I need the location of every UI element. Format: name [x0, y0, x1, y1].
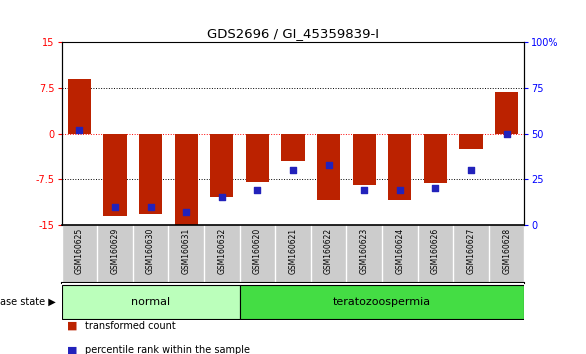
Bar [175, 133, 197, 225]
Text: ■: ■ [67, 346, 78, 354]
Point [395, 187, 404, 193]
Point [110, 204, 120, 209]
Text: GSM160627: GSM160627 [466, 228, 476, 274]
Text: GSM160632: GSM160632 [217, 228, 226, 274]
Text: GSM160622: GSM160622 [324, 228, 333, 274]
Bar [353, 133, 376, 185]
Point [146, 204, 155, 209]
Text: teratozoospermia: teratozoospermia [333, 297, 431, 307]
Bar [240, 285, 524, 319]
Point [288, 167, 298, 173]
Point [74, 127, 84, 133]
Bar [246, 133, 269, 182]
Text: GSM160626: GSM160626 [431, 228, 440, 274]
Text: GSM160629: GSM160629 [110, 228, 120, 274]
Point [431, 185, 440, 191]
Text: GSM160625: GSM160625 [75, 228, 84, 274]
Point [217, 195, 226, 200]
Text: transformed count: transformed count [85, 321, 176, 331]
Bar [103, 133, 127, 216]
Title: GDS2696 / GI_45359839-I: GDS2696 / GI_45359839-I [207, 27, 379, 40]
Bar [317, 133, 340, 200]
Text: GSM160628: GSM160628 [502, 228, 511, 274]
Point [466, 167, 476, 173]
Text: normal: normal [131, 297, 170, 307]
Bar [68, 79, 91, 133]
Point [182, 209, 191, 215]
Bar [139, 133, 162, 214]
Point [502, 131, 512, 136]
Bar [389, 133, 411, 200]
Text: GSM160620: GSM160620 [253, 228, 262, 274]
Bar [459, 133, 483, 149]
Text: percentile rank within the sample: percentile rank within the sample [85, 346, 250, 354]
Text: GSM160630: GSM160630 [146, 228, 155, 274]
Bar [281, 133, 305, 161]
Point [253, 187, 262, 193]
Bar [495, 92, 518, 133]
Bar [62, 285, 240, 319]
Point [360, 187, 369, 193]
Text: ■: ■ [67, 321, 78, 331]
Bar [210, 133, 233, 198]
Text: GSM160624: GSM160624 [396, 228, 404, 274]
Text: GSM160631: GSM160631 [182, 228, 190, 274]
Point [324, 162, 333, 167]
Bar [424, 133, 447, 183]
Text: GSM160621: GSM160621 [288, 228, 298, 274]
Text: disease state ▶: disease state ▶ [0, 297, 56, 307]
Text: GSM160623: GSM160623 [360, 228, 369, 274]
